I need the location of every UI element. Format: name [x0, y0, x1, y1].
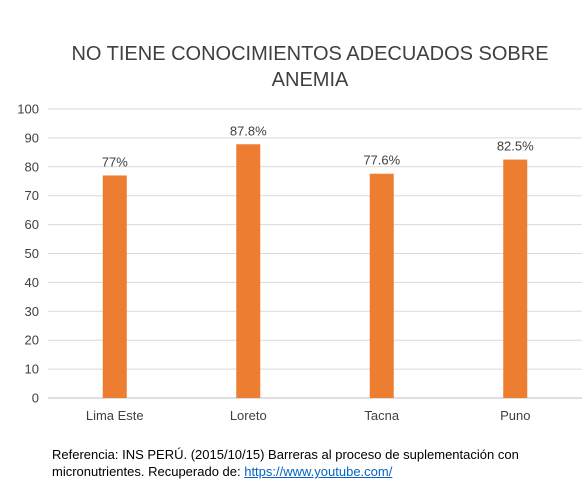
- reference-line-2: micronutrientes. Recuperado de: https://…: [52, 463, 572, 480]
- bar: [369, 173, 394, 398]
- bar: [503, 159, 528, 398]
- y-tick-label: 30: [25, 304, 39, 319]
- category-label: Tacna: [364, 408, 399, 423]
- y-axis-ticks: 0 10 20 30 40 50 60 70 80 90 100: [17, 102, 39, 406]
- reference-note: Referencia: INS PERÚ. (2015/10/15) Barre…: [52, 446, 572, 480]
- data-labels: 77% 87.8% 77.6% 82.5%: [102, 123, 534, 169]
- reference-link[interactable]: https://www.youtube.com/: [244, 464, 393, 479]
- bar-chart: NO TIENE CONOCIMIENTOS ADECUADOS SOBRE A…: [17, 43, 582, 423]
- y-tick-label: 100: [17, 102, 39, 117]
- category-label: Lima Este: [86, 408, 144, 423]
- bar: [236, 144, 261, 398]
- reference-line-2-prefix: micronutrientes. Recuperado de:: [52, 464, 245, 479]
- bar: [102, 175, 127, 398]
- y-tick-label: 70: [25, 188, 39, 203]
- category-labels: Lima Este Loreto Tacna Puno: [86, 408, 531, 423]
- category-label: Puno: [500, 408, 530, 423]
- data-label: 77.6%: [363, 153, 400, 168]
- category-label: Loreto: [230, 408, 267, 423]
- y-tick-label: 60: [25, 217, 39, 232]
- reference-line-1: Referencia: INS PERÚ. (2015/10/15) Barre…: [52, 447, 519, 462]
- data-label: 87.8%: [230, 123, 267, 138]
- y-tick-label: 50: [25, 246, 39, 261]
- y-tick-label: 20: [25, 333, 39, 348]
- y-tick-label: 40: [25, 275, 39, 290]
- gridlines: [48, 108, 582, 399]
- data-label: 77%: [102, 154, 128, 169]
- y-tick-label: 0: [32, 391, 39, 406]
- data-label: 82.5%: [497, 139, 534, 154]
- y-tick-label: 90: [25, 130, 39, 145]
- bars: [102, 144, 528, 398]
- y-tick-label: 80: [25, 159, 39, 174]
- chart-title-line-2: ANEMIA: [272, 69, 349, 91]
- chart-title-line-1: NO TIENE CONOCIMIENTOS ADECUADOS SOBRE: [71, 43, 548, 65]
- y-tick-label: 10: [25, 362, 39, 377]
